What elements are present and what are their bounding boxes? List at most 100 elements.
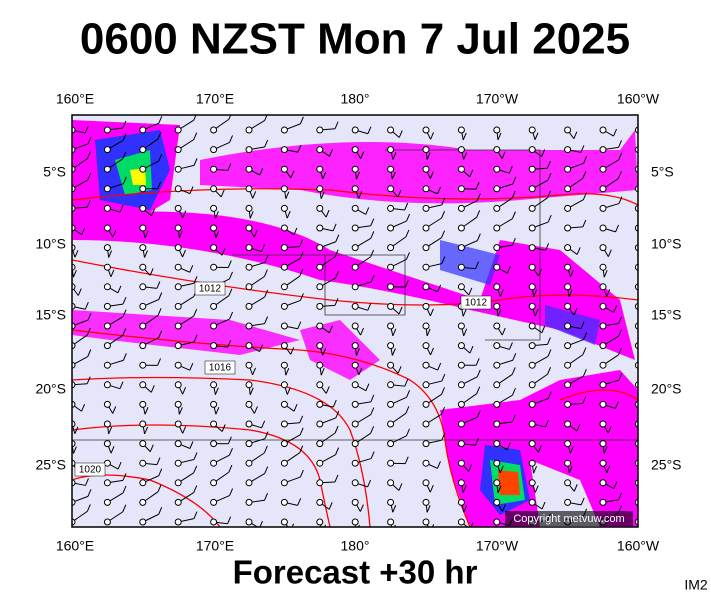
station xyxy=(599,283,607,291)
axis-labels: 160°E 160°E 170°E 170°E 180° 180° 170°W 170°W 16… xyxy=(35,91,681,554)
barb-flag xyxy=(158,292,163,300)
barb-flag xyxy=(506,265,511,274)
station xyxy=(210,263,218,271)
barb-flag xyxy=(182,426,187,434)
barb-flag xyxy=(501,504,506,512)
barb-flag xyxy=(360,151,365,159)
barb-flag xyxy=(394,524,396,527)
station xyxy=(174,146,182,154)
barb-flag xyxy=(568,289,573,297)
barb-flag xyxy=(74,250,79,258)
station xyxy=(564,459,572,467)
station xyxy=(564,244,572,252)
station xyxy=(210,459,218,467)
station xyxy=(316,244,324,252)
station xyxy=(457,263,465,271)
barb-flag xyxy=(501,151,506,159)
station xyxy=(280,204,288,212)
barb-flag xyxy=(508,342,513,350)
station xyxy=(103,440,111,448)
station xyxy=(280,224,288,232)
barb-flag xyxy=(178,407,183,415)
barb-staff xyxy=(638,143,654,150)
station xyxy=(139,283,147,291)
barb-flag xyxy=(576,247,581,255)
station xyxy=(422,126,430,134)
lon-label-top: 180° xyxy=(341,91,370,107)
barb-flag xyxy=(193,308,198,317)
station xyxy=(599,342,607,350)
lon-label-bottom: 170°W xyxy=(476,538,519,554)
barb-flag xyxy=(299,445,304,453)
station xyxy=(564,479,572,487)
station xyxy=(387,498,395,506)
barb-flag xyxy=(227,436,232,444)
station xyxy=(493,165,501,173)
barb-flag xyxy=(178,230,183,239)
barb-flag xyxy=(392,505,397,513)
station xyxy=(174,126,182,134)
station xyxy=(245,322,253,330)
barb-flag xyxy=(541,325,546,333)
barb-flag xyxy=(229,271,233,280)
station xyxy=(103,322,111,330)
barb-flag xyxy=(641,250,644,257)
barb-flag xyxy=(476,409,481,418)
lat-label-right: 15°S xyxy=(651,307,682,323)
station xyxy=(103,459,111,467)
station xyxy=(174,185,182,193)
station xyxy=(564,361,572,369)
station xyxy=(316,361,324,369)
station xyxy=(174,420,182,428)
station xyxy=(351,204,359,212)
barb-flag xyxy=(157,181,162,190)
lon-label-top: 170°W xyxy=(476,91,519,107)
station xyxy=(280,381,288,389)
station xyxy=(528,204,536,212)
barb-flag xyxy=(322,171,327,180)
barb-flag xyxy=(474,438,479,446)
station xyxy=(528,420,536,428)
barb-flag xyxy=(398,130,403,138)
barb-flag xyxy=(182,210,187,218)
barb-flag xyxy=(86,199,91,208)
barb-flag xyxy=(469,345,474,354)
station xyxy=(245,263,253,271)
barb-flag xyxy=(547,337,551,345)
barb-flag xyxy=(297,144,302,153)
barb-flag xyxy=(334,474,339,483)
barb-flag xyxy=(108,426,113,435)
station xyxy=(351,518,359,526)
barb-flag xyxy=(290,347,295,355)
barb-flag xyxy=(533,289,538,297)
station xyxy=(528,440,536,448)
barb-flag xyxy=(476,193,481,201)
station xyxy=(387,185,395,193)
barb-flag xyxy=(182,386,187,395)
station xyxy=(422,146,430,154)
barb-flag xyxy=(328,325,333,334)
station xyxy=(103,381,111,389)
barb-flag xyxy=(441,432,446,441)
barb-flag xyxy=(87,136,92,145)
barb-flag xyxy=(497,132,502,141)
barb-flag xyxy=(654,488,657,495)
station xyxy=(564,185,572,193)
barb-flag xyxy=(299,469,304,478)
rain-heavy xyxy=(95,130,600,515)
barb-flag xyxy=(156,457,161,465)
barb-flag xyxy=(618,152,623,161)
barb-flag xyxy=(297,498,302,506)
station xyxy=(139,146,147,154)
station xyxy=(210,224,218,232)
barb-flag xyxy=(603,446,608,454)
station xyxy=(564,146,572,154)
barb-flag xyxy=(193,158,198,166)
barb-flag xyxy=(511,238,516,246)
isobar-label: 1012 xyxy=(465,298,488,309)
station xyxy=(422,361,430,369)
barb-flag xyxy=(545,419,549,428)
station xyxy=(528,342,536,350)
barb-flag xyxy=(193,465,198,474)
barb-flag xyxy=(325,209,330,218)
